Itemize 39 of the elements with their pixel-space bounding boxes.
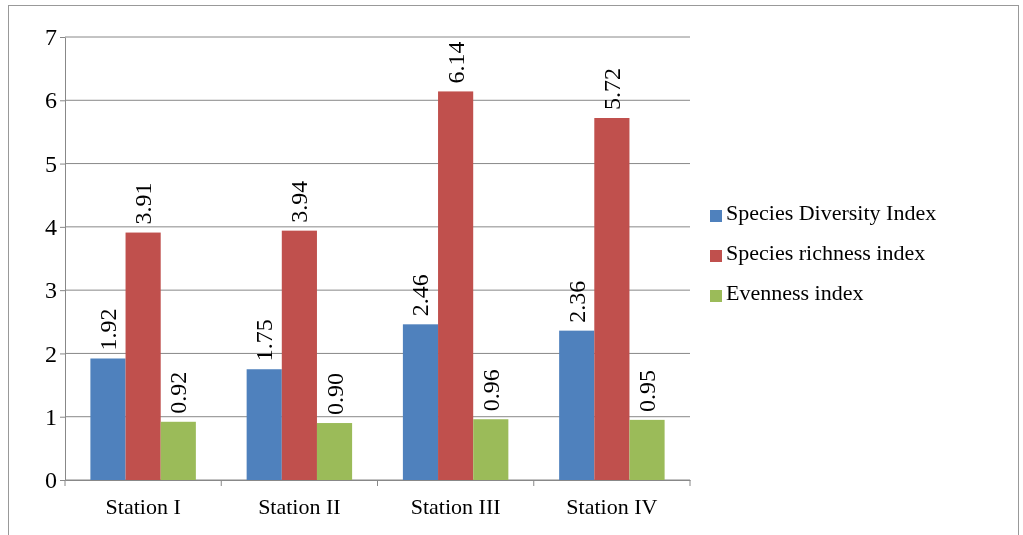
legend-label: Evenness index: [726, 280, 864, 305]
bar: [281, 230, 317, 480]
bar: [90, 358, 126, 480]
data-label: 1.75: [251, 319, 278, 362]
x-tick-label: Station I: [105, 493, 181, 519]
bar: [402, 324, 439, 480]
bar: [316, 423, 353, 480]
bar: [160, 421, 196, 480]
legend-label: Species Diversity Index: [726, 200, 937, 225]
data-label: 2.36: [563, 280, 590, 323]
bar: [438, 91, 474, 480]
data-label: 5.72: [598, 68, 625, 111]
data-label: 3.91: [130, 182, 157, 225]
bar: [629, 419, 665, 480]
bar: [594, 118, 630, 480]
bar: [473, 419, 509, 480]
bar: [559, 330, 595, 480]
data-label: 2.46: [407, 274, 434, 317]
y-tick-label: 4: [45, 214, 57, 241]
legend-label: Species richness index: [726, 240, 926, 265]
data-label: 6.14: [442, 41, 469, 84]
data-label: 3.94: [286, 180, 313, 223]
y-tick-label: 7: [45, 24, 57, 51]
y-tick-label: 5: [45, 150, 57, 177]
y-tick-label: 3: [45, 277, 57, 304]
x-tick-label: Station III: [410, 493, 501, 519]
y-tick-label: 6: [45, 87, 57, 114]
y-tick-label: 0: [45, 467, 57, 494]
x-tick-label: Station IV: [566, 493, 658, 519]
bar: [125, 232, 161, 480]
data-label: 0.96: [477, 369, 504, 412]
data-label: 0.92: [165, 371, 192, 414]
y-tick-label: 2: [45, 340, 57, 367]
x-tick-label: Station II: [258, 493, 341, 519]
data-label: 0.95: [634, 369, 661, 412]
data-label: 0.90: [321, 373, 348, 416]
bar: [246, 369, 282, 480]
y-tick-label: 1: [45, 403, 57, 430]
data-label: 1.92: [94, 308, 121, 351]
